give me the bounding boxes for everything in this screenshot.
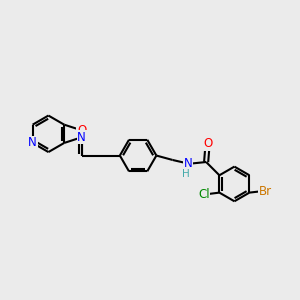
Text: N: N (184, 157, 192, 170)
Text: O: O (77, 124, 86, 137)
Text: N: N (77, 131, 86, 144)
Text: H: H (182, 169, 189, 179)
Text: N: N (28, 136, 37, 149)
Text: O: O (203, 137, 212, 150)
Text: Cl: Cl (198, 188, 210, 201)
Text: Br: Br (259, 184, 272, 198)
